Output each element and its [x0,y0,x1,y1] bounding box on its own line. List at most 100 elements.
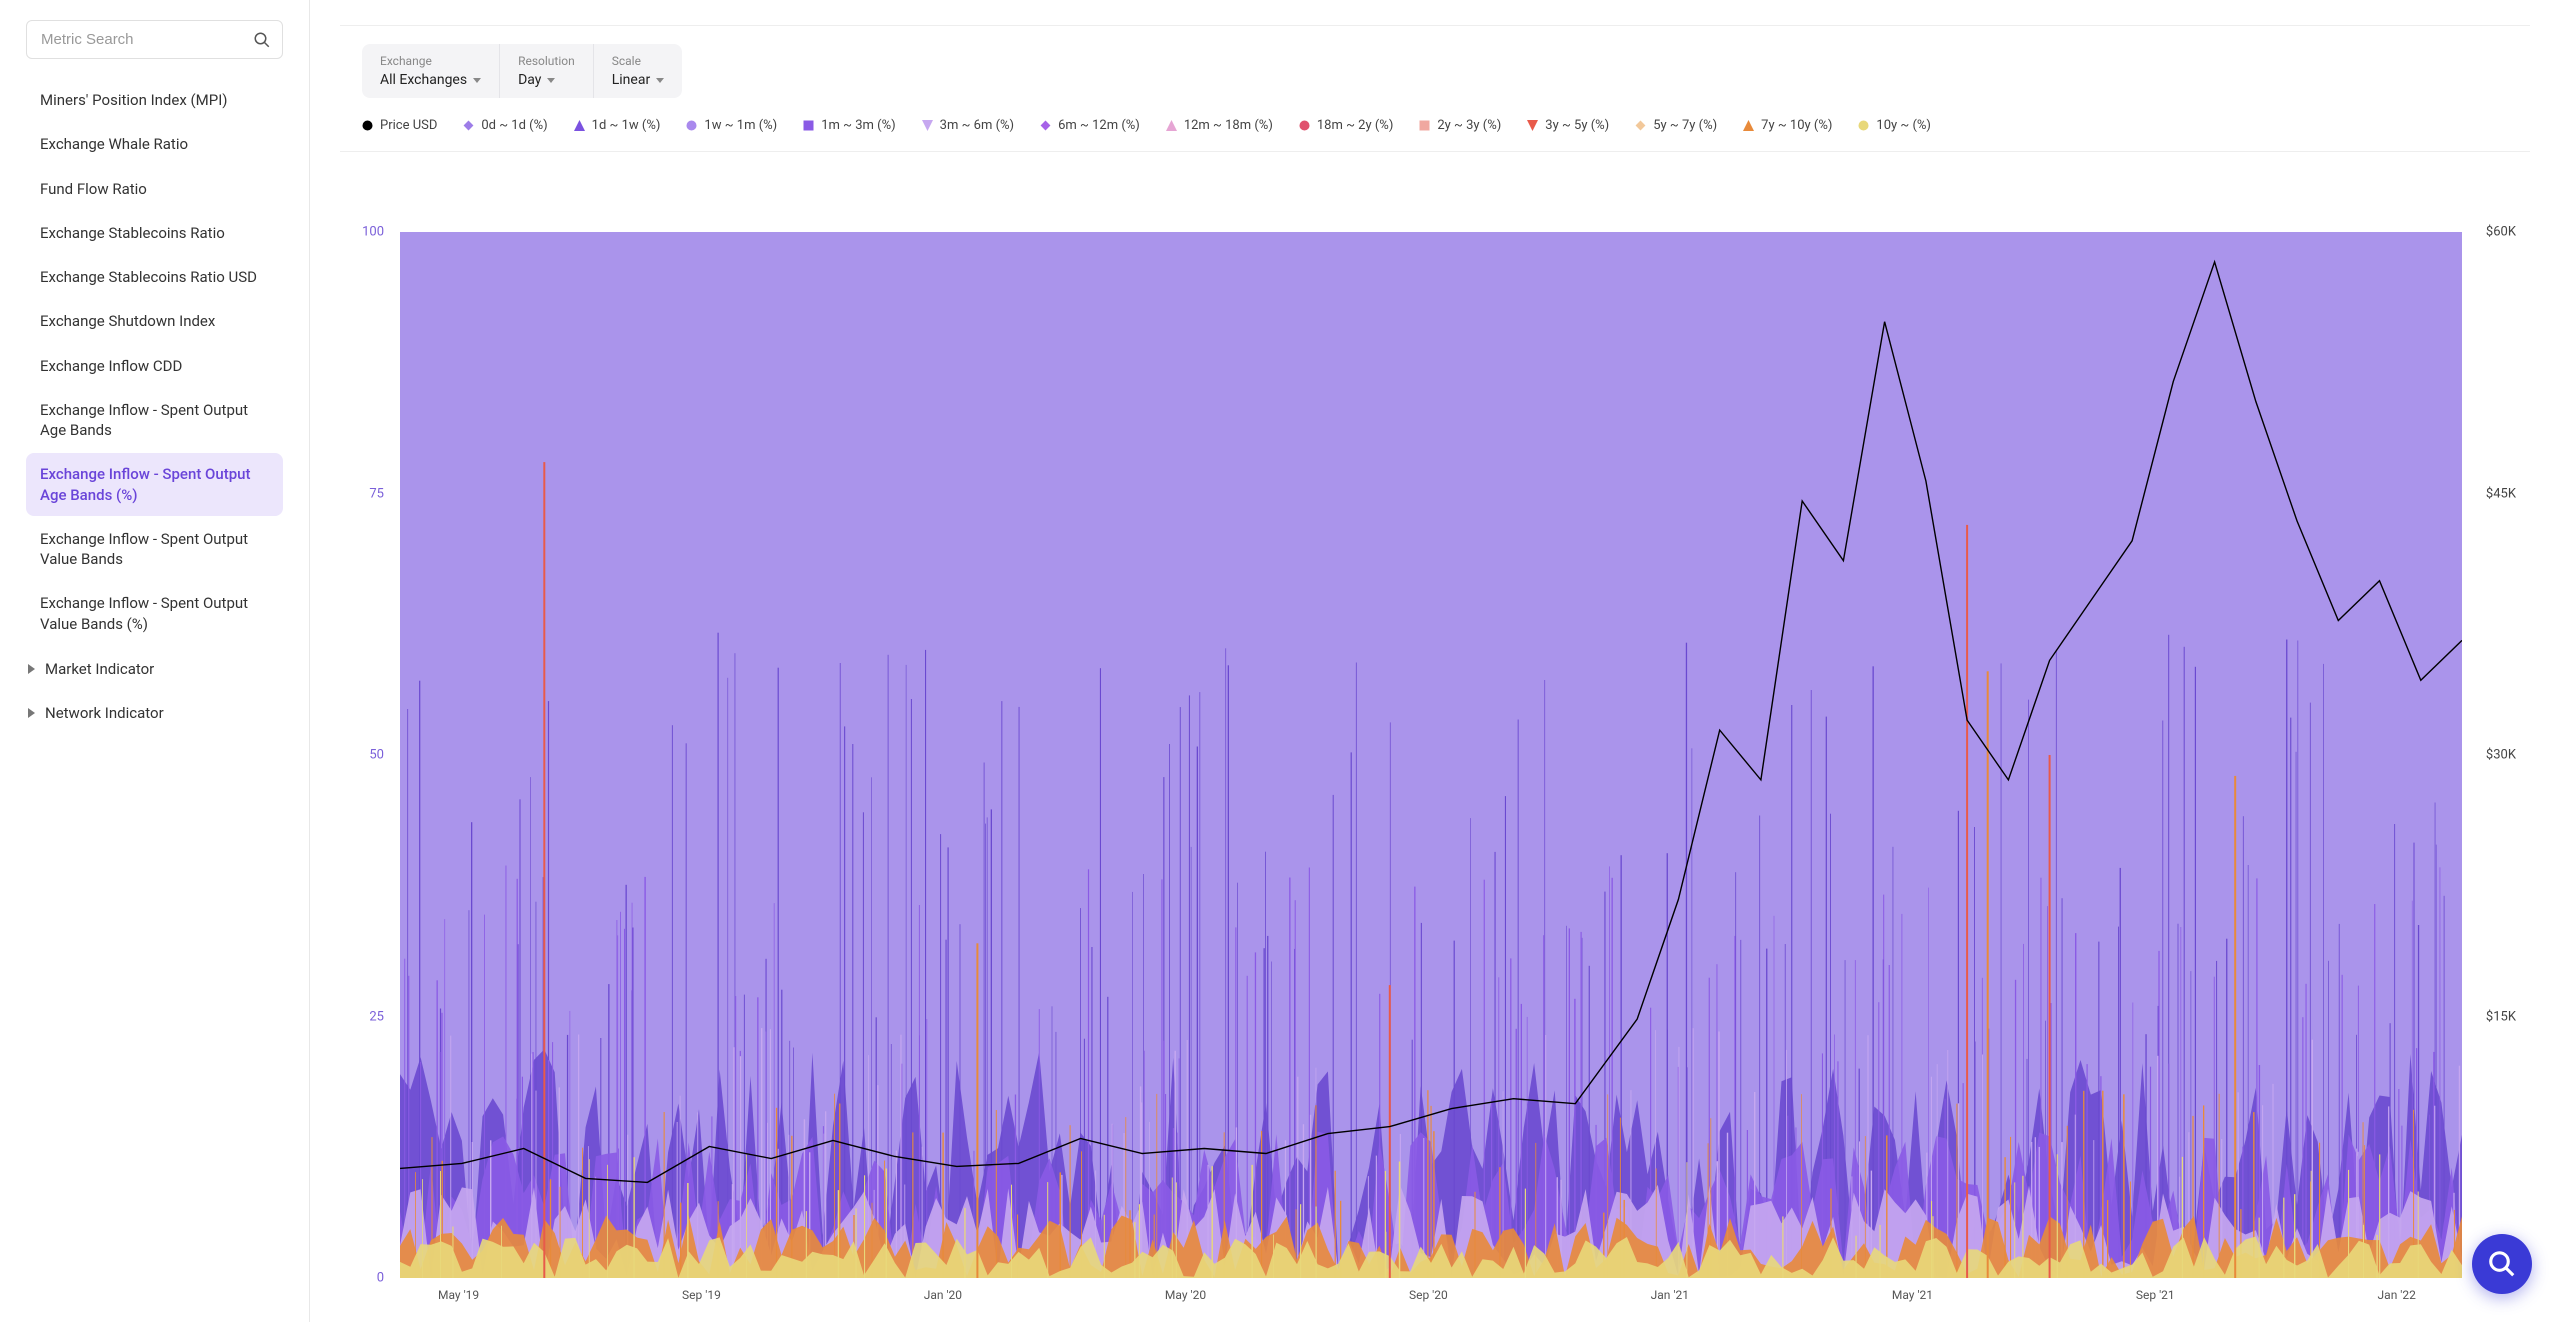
magnify-icon [2487,1249,2517,1279]
legend-marker-icon [1527,120,1538,131]
y-right-tick: $60K [2486,225,2516,240]
legend-marker-icon [1635,120,1646,131]
plot-area [400,232,2462,1278]
legend-label: 12m ~ 18m (%) [1184,118,1273,133]
x-tick: Jan '22 [2378,1288,2416,1302]
sidebar-group-label: Market Indicator [45,660,154,678]
legend-label: 7y ~ 10y (%) [1761,118,1832,133]
legend-marker-icon [686,120,697,131]
sidebar-item[interactable]: Exchange Inflow CDD [26,345,283,387]
legend-marker-icon [1419,120,1430,131]
sidebar-item[interactable]: Exchange Inflow - Spent Output Value Ban… [26,582,283,645]
legend-marker-icon [574,120,585,131]
x-tick: May '19 [438,1288,479,1302]
sidebar-item[interactable]: Exchange Stablecoins Ratio [26,212,283,254]
chevron-right-icon [28,664,35,674]
legend-label: 5y ~ 7y (%) [1653,118,1717,133]
chart-svg [400,232,2462,1278]
x-tick: May '21 [1892,1288,1933,1302]
control-scale[interactable]: Scale Linear [594,44,682,98]
legend-marker-icon [1858,120,1869,131]
legend-item[interactable]: 0d ~ 1d (%) [463,118,547,133]
legend-label: 3y ~ 5y (%) [1545,118,1609,133]
y-left-tick: 25 [354,1009,384,1024]
y-right-tick: $45K [2486,486,2516,501]
sidebar-item[interactable]: Exchange Shutdown Index [26,300,283,342]
sidebar-group-label: Network Indicator [45,704,164,722]
x-tick: May '20 [1165,1288,1206,1302]
legend-label: 0d ~ 1d (%) [481,118,547,133]
legend-item[interactable]: 2y ~ 3y (%) [1419,118,1501,133]
control-label: Scale [612,54,664,68]
legend-item[interactable]: 6m ~ 12m (%) [1040,118,1140,133]
legend-marker-icon [1166,120,1177,131]
sidebar-item[interactable]: Exchange Whale Ratio [26,123,283,165]
sidebar-item[interactable]: Miners' Position Index (MPI) [26,79,283,121]
search-fab-button[interactable] [2472,1234,2532,1294]
legend-marker-icon [362,120,373,131]
control-label: Exchange [380,54,481,68]
x-tick: Sep '19 [682,1288,721,1302]
sidebar-item[interactable]: Exchange Inflow - Spent Output Age Bands… [26,453,283,516]
legend-item[interactable]: 18m ~ 2y (%) [1299,118,1393,133]
legend-item[interactable]: 5y ~ 7y (%) [1635,118,1717,133]
x-tick: Jan '21 [1651,1288,1689,1302]
legend-label: 1d ~ 1w (%) [592,118,661,133]
x-tick: Sep '21 [2136,1288,2175,1302]
legend-label: 10y ~ (%) [1876,118,1931,133]
control-label: Resolution [518,54,575,68]
sidebar-group[interactable]: Network Indicator [26,693,283,733]
legend-item[interactable]: 12m ~ 18m (%) [1166,118,1273,133]
legend-marker-icon [1743,120,1754,131]
legend-item[interactable]: 1m ~ 3m (%) [803,118,895,133]
y-left-tick: 100 [354,225,384,240]
control-exchange[interactable]: Exchange All Exchanges [362,44,500,98]
sidebar: Miners' Position Index (MPI)Exchange Wha… [0,0,310,1322]
legend-label: 3m ~ 6m (%) [940,118,1014,133]
chevron-right-icon [28,708,35,718]
legend-label: 6m ~ 12m (%) [1058,118,1140,133]
legend-marker-icon [463,120,474,131]
sidebar-group[interactable]: Market Indicator [26,649,283,689]
y-left-tick: 0 [354,1271,384,1286]
sidebar-item[interactable]: Exchange Inflow - Spent Output Age Bands [26,389,283,452]
legend-item[interactable]: 1d ~ 1w (%) [574,118,661,133]
legend-marker-icon [1040,120,1051,131]
control-value: Linear [612,72,664,88]
legend-item[interactable]: 3m ~ 6m (%) [922,118,1014,133]
control-resolution[interactable]: Resolution Day [500,44,594,98]
chevron-down-icon [656,78,664,83]
sidebar-list: Miners' Position Index (MPI)Exchange Wha… [26,79,283,645]
legend-label: 1m ~ 3m (%) [821,118,895,133]
legend-label: Price USD [380,118,437,133]
control-value: Day [518,72,575,88]
legend-label: 18m ~ 2y (%) [1317,118,1393,133]
control-value: All Exchanges [380,72,481,88]
sidebar-item[interactable]: Exchange Inflow - Spent Output Value Ban… [26,518,283,581]
legend-label: 2y ~ 3y (%) [1437,118,1501,133]
legend-marker-icon [1299,120,1310,131]
search-container [26,20,283,59]
search-icon [253,31,271,49]
y-right-tick: $30K [2486,748,2516,763]
search-input[interactable] [26,20,283,59]
y-left-tick: 50 [354,748,384,763]
legend-label: 1w ~ 1m (%) [704,118,777,133]
legend-item[interactable]: 3y ~ 5y (%) [1527,118,1609,133]
chart-container: CryptoQuant 0255075100$15K$30K$45K$60KMa… [340,162,2530,1322]
sidebar-item[interactable]: Fund Flow Ratio [26,168,283,210]
legend-item[interactable]: Price USD [362,118,437,133]
x-tick: Jan '20 [924,1288,962,1302]
y-right-tick: $15K [2486,1009,2516,1024]
legend-item[interactable]: 10y ~ (%) [1858,118,1931,133]
chevron-down-icon [547,78,555,83]
chart-legend: Price USD 0d ~ 1d (%) 1d ~ 1w (%) 1w ~ 1m (… [340,118,2530,152]
legend-item[interactable]: 1w ~ 1m (%) [686,118,777,133]
legend-marker-icon [803,120,814,131]
legend-item[interactable]: 7y ~ 10y (%) [1743,118,1832,133]
chevron-down-icon [473,78,481,83]
y-left-tick: 75 [354,486,384,501]
top-divider [340,0,2530,26]
sidebar-item[interactable]: Exchange Stablecoins Ratio USD [26,256,283,298]
x-axis-labels: May '19Sep '19Jan '20May '20Sep '20Jan '… [400,1282,2416,1302]
